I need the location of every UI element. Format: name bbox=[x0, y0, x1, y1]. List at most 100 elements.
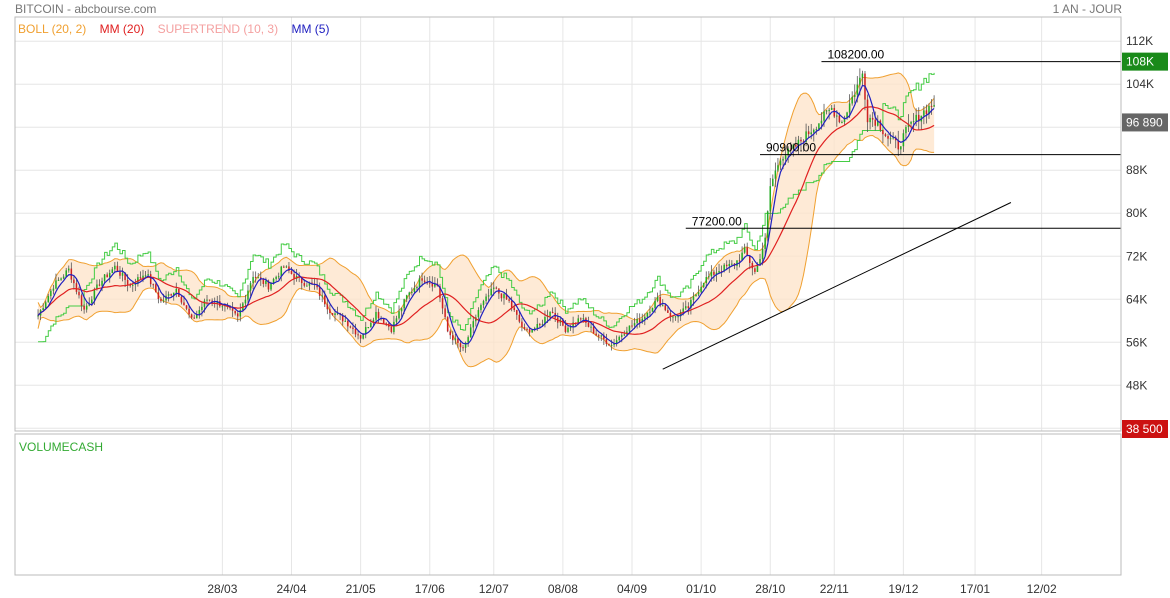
candle-body bbox=[580, 318, 582, 320]
candle-body bbox=[132, 284, 134, 286]
candle-body bbox=[682, 308, 684, 312]
candle-body bbox=[754, 268, 756, 272]
candle-body bbox=[308, 282, 311, 286]
period-label[interactable]: 1 AN - JOUR bbox=[1052, 2, 1122, 16]
candle-body bbox=[807, 131, 810, 135]
candle-body bbox=[528, 329, 531, 333]
volume-panel-border bbox=[14, 433, 1122, 576]
candle-body bbox=[710, 271, 713, 277]
legend-mm5[interactable]: MM (5) bbox=[291, 22, 330, 36]
candle-body bbox=[462, 347, 464, 349]
candle-body bbox=[157, 292, 160, 299]
candle-body bbox=[311, 282, 313, 284]
candle-body bbox=[121, 272, 124, 276]
candle-body bbox=[52, 288, 55, 291]
candle-body bbox=[434, 283, 436, 287]
candle-body bbox=[457, 338, 459, 344]
candle-body bbox=[260, 277, 262, 279]
candle-body bbox=[510, 300, 513, 308]
candle-body bbox=[249, 283, 252, 291]
x-tick-label: 21/05 bbox=[346, 582, 376, 596]
y-tick-label: 88K bbox=[1126, 163, 1147, 177]
candle-body bbox=[859, 77, 861, 85]
candle-body bbox=[321, 295, 323, 297]
candle-body bbox=[454, 338, 457, 341]
candle-body bbox=[108, 272, 111, 278]
candle-body bbox=[823, 111, 825, 121]
candle-body bbox=[167, 294, 170, 296]
candle-body bbox=[521, 321, 523, 327]
candle-body bbox=[370, 322, 372, 328]
candle-body bbox=[359, 335, 362, 339]
candle-body bbox=[779, 160, 782, 166]
candle-body bbox=[116, 265, 119, 272]
candle-body bbox=[170, 294, 172, 296]
candle-body bbox=[183, 302, 185, 306]
candle-body bbox=[551, 311, 554, 313]
candle-body bbox=[656, 296, 659, 301]
candle-body bbox=[569, 327, 572, 329]
candle-body bbox=[42, 308, 44, 311]
candle-body bbox=[764, 237, 766, 250]
candle-body bbox=[718, 271, 720, 273]
support-lines[interactable]: 108200.00 90900.00 77200.00 bbox=[662, 48, 1121, 370]
candle-body bbox=[725, 264, 728, 267]
candle-body bbox=[523, 326, 526, 329]
candle-body bbox=[188, 308, 190, 315]
chart-title: BITCOIN - abcbourse.com bbox=[15, 2, 157, 16]
candle-body bbox=[638, 319, 641, 323]
y-tick-label: 56K bbox=[1126, 335, 1147, 349]
candle-body bbox=[633, 323, 636, 326]
candle-body bbox=[848, 103, 851, 113]
x-tick-label: 28/10 bbox=[755, 582, 785, 596]
candle-body bbox=[756, 263, 759, 272]
candle-body bbox=[367, 327, 370, 329]
x-tick-label: 12/02 bbox=[1027, 582, 1057, 596]
candle-body bbox=[362, 334, 364, 339]
candle-body bbox=[636, 319, 638, 324]
candle-body bbox=[518, 314, 521, 322]
candle-body bbox=[713, 271, 715, 275]
candle-body bbox=[792, 144, 795, 149]
y-tick-label: 64K bbox=[1126, 292, 1147, 306]
candle-body bbox=[797, 139, 800, 147]
plot-frame bbox=[14, 16, 1122, 576]
candle-body bbox=[198, 310, 201, 315]
price-tag-label: 108K bbox=[1126, 55, 1154, 69]
candle-body bbox=[654, 300, 656, 308]
candle-body bbox=[628, 325, 631, 332]
candle-body bbox=[285, 266, 288, 268]
candle-body bbox=[587, 322, 590, 327]
candle-body bbox=[83, 305, 85, 310]
candle-body bbox=[825, 110, 828, 112]
legend-mm20[interactable]: MM (20) bbox=[99, 22, 145, 36]
trendline bbox=[662, 202, 1012, 370]
candle-body bbox=[155, 284, 157, 293]
candle-body bbox=[508, 299, 510, 301]
x-tick-label: 19/12 bbox=[888, 582, 918, 596]
candle-body bbox=[303, 283, 306, 286]
candle-body bbox=[541, 324, 544, 326]
candle-body bbox=[549, 311, 551, 317]
candle-body bbox=[595, 333, 597, 336]
candle-body bbox=[861, 73, 864, 78]
indicator-legend: BOLL (20, 2) MM (20) SUPERTREND (10, 3) … bbox=[18, 22, 339, 36]
candle-body bbox=[567, 327, 569, 332]
candle-body bbox=[705, 277, 708, 283]
candle-body bbox=[731, 263, 733, 265]
candle-body bbox=[828, 109, 830, 111]
candle-body bbox=[275, 276, 277, 279]
legend-boll[interactable]: BOLL (20, 2) bbox=[18, 22, 87, 36]
candle-body bbox=[485, 296, 487, 301]
x-tick-label: 22/11 bbox=[820, 582, 849, 596]
candle-body bbox=[661, 305, 664, 307]
candle-body bbox=[769, 186, 772, 212]
legend-supertrend[interactable]: SUPERTREND (10, 3) bbox=[157, 22, 279, 36]
volume-panel-label: VOLUMECASH bbox=[19, 440, 104, 454]
candle-body bbox=[206, 299, 208, 301]
candle-body bbox=[905, 127, 907, 134]
candle-body bbox=[162, 300, 165, 302]
candle-body bbox=[879, 120, 882, 131]
candle-body bbox=[160, 298, 162, 302]
